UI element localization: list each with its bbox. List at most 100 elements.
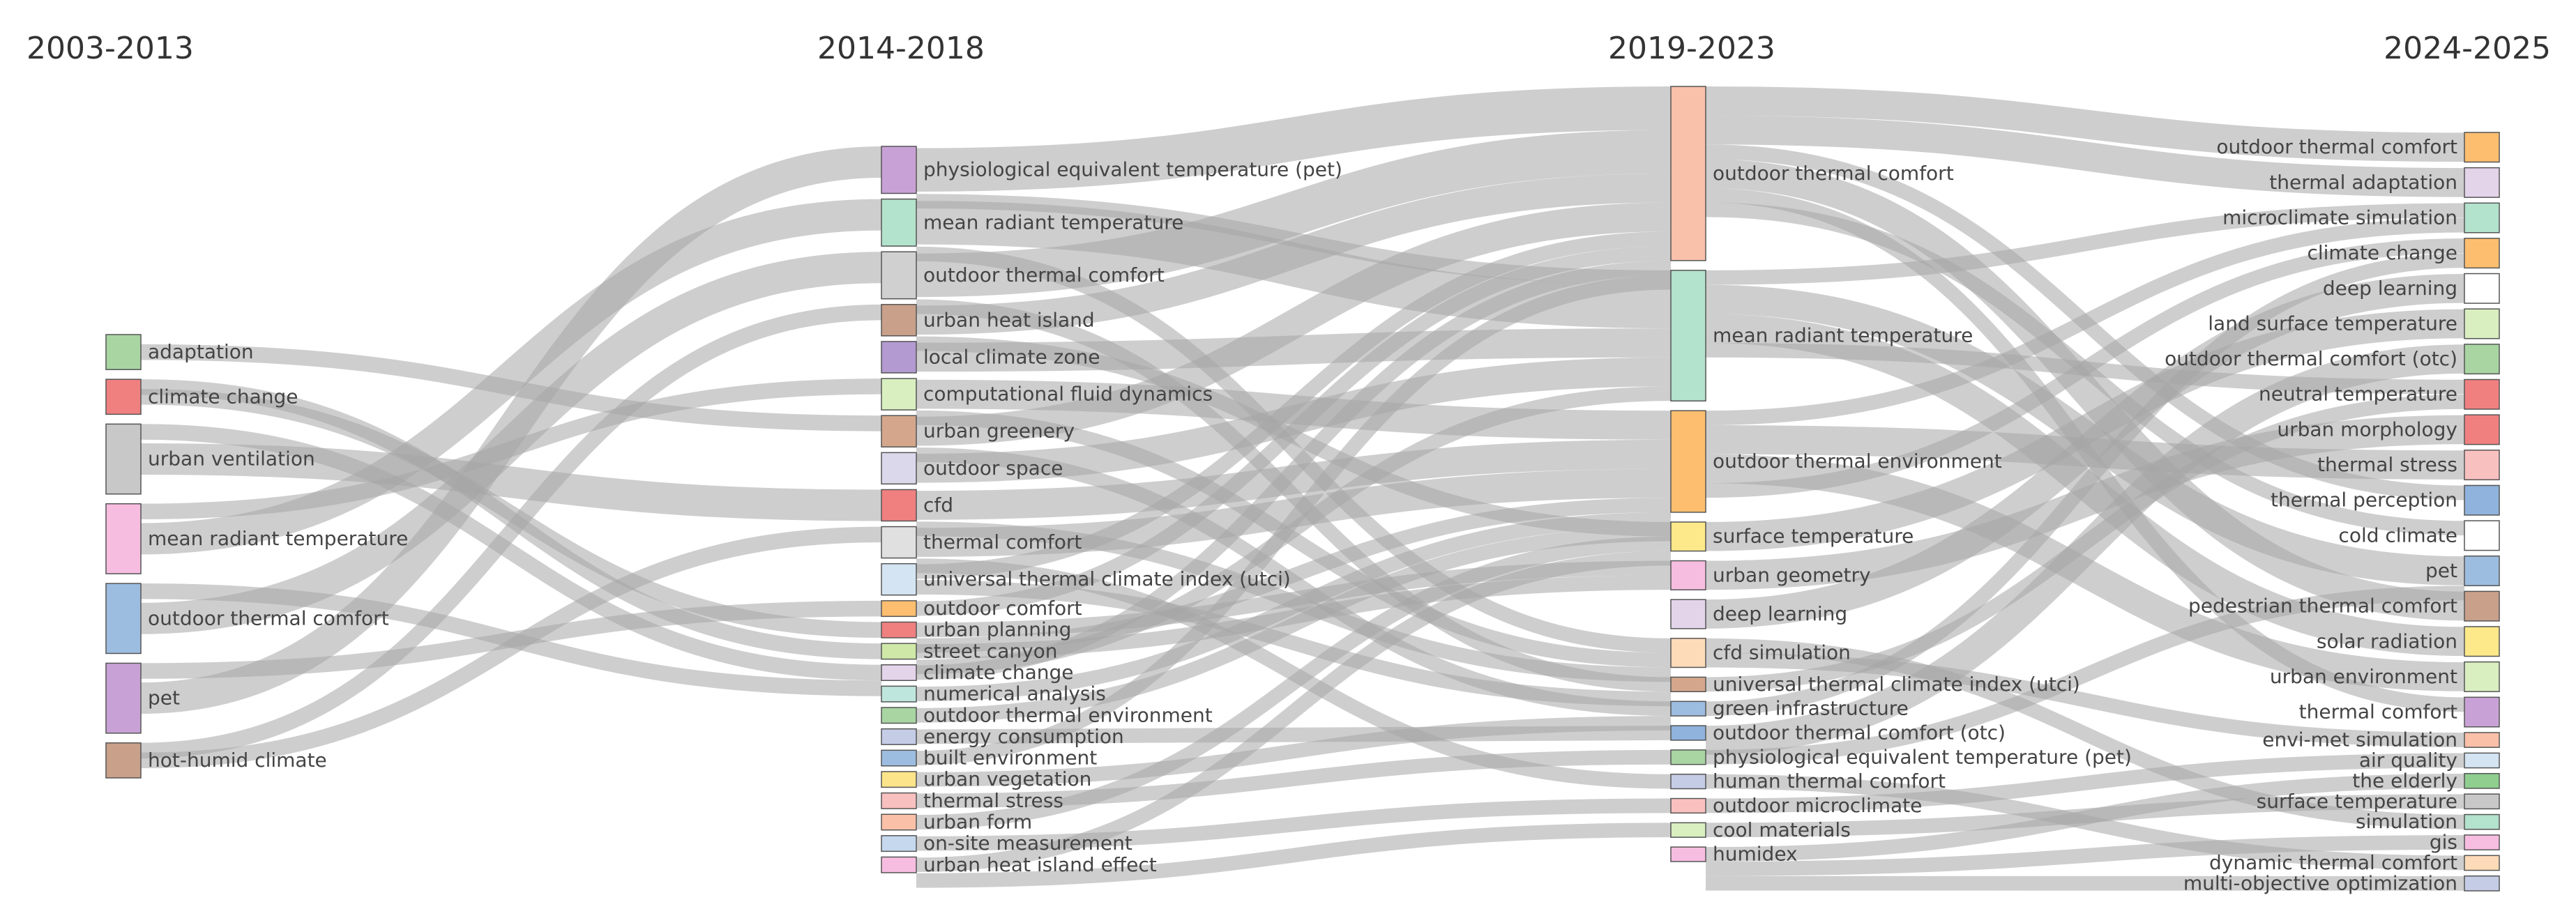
node-2-outdoor-microclimate: [1670, 797, 1706, 814]
node-0-pet: [105, 662, 142, 734]
node-label-1-outdoor-thermal-comfort: outdoor thermal comfort: [923, 263, 1165, 286]
node-3-the-elderly: [2464, 772, 2500, 789]
node-label-3-outdoor-thermal-comfort-otc: outdoor thermal comfort (otc): [2165, 347, 2457, 370]
node-label-1-urban-vegetation: urban vegetation: [923, 767, 1091, 790]
node-label-2-surface-temperature: surface temperature: [1713, 525, 1914, 548]
node-3-pet: [2464, 555, 2500, 586]
flow-outdoor-thermal-environment-to-microclimate-simulation: [1705, 217, 2465, 426]
node-1-outdoor-thermal-environment: [881, 707, 917, 724]
node-1-mean-radiant-temperature: [881, 198, 917, 247]
node-label-3-neutral-temperature: neutral temperature: [2259, 383, 2457, 406]
flow-numerical-analysis-to-outdoor-thermal-environment: [916, 512, 1672, 702]
flow-deep-learning-to-deep-learning: [1705, 273, 2465, 629]
node-1-local-climate-zone: [881, 341, 917, 374]
node-1-computational-fluid-dynamics: [881, 378, 917, 411]
flow-humidex-to-the-elderly: [1705, 773, 2465, 862]
flow-outdoor-space-to-mean-radiant-temperature: [916, 357, 1672, 483]
flow-urban-form-to-surface-temperature: [916, 536, 1672, 829]
node-layer: adaptation climate change urban ventilatio…: [105, 86, 2500, 894]
flow-pet-to-urban-heat-island: [140, 304, 882, 759]
node-1-climate-change: [881, 664, 917, 681]
node-3-outdoor-thermal-comfort: [2464, 132, 2500, 163]
node-label-2-cool-materials: cool materials: [1713, 818, 1851, 841]
flow-urban-heat-island-to-outdoor-thermal-comfort: [916, 173, 1672, 335]
node-1-thermal-stress: [881, 792, 917, 809]
node-label-3-thermal-stress: thermal stress: [2317, 453, 2457, 476]
flow-urban-greenery-to-outdoor-thermal-comfort: [916, 202, 1672, 446]
node-label-3-thermal-adaptation: thermal adaptation: [2269, 171, 2457, 194]
node-label-1-cfd: cfd: [923, 494, 953, 517]
node-label-1-outdoor-thermal-environment: outdoor thermal environment: [923, 703, 1213, 726]
node-3-microclimate-simulation: [2464, 202, 2500, 234]
node-label-0-outdoor-thermal-comfort: outdoor thermal comfort: [148, 606, 389, 629]
node-label-1-street-canyon: street canyon: [923, 639, 1058, 662]
node-1-physiological-equivalent-temperature-pet: [881, 146, 917, 194]
node-label-1-thermal-comfort: thermal comfort: [923, 530, 1082, 553]
flow-mean-radiant-temperature-to-microclimate-simulation: [1705, 203, 2465, 285]
node-1-universal-thermal-climate-index-utci: [881, 563, 917, 596]
node-label-1-urban-form: urban form: [923, 810, 1032, 833]
node-label-3-simulation: simulation: [2356, 810, 2457, 833]
flow-hot-humid-climate-to-thermal-comfort: [140, 526, 882, 769]
node-label-3-microclimate-simulation: microclimate simulation: [2222, 206, 2457, 229]
node-2-outdoor-thermal-environment: [1670, 410, 1706, 513]
node-label-0-adaptation: adaptation: [148, 340, 254, 363]
node-label-1-urban-planning: urban planning: [923, 618, 1071, 641]
node-label-2-outdoor-microclimate: outdoor microclimate: [1713, 794, 1922, 817]
node-1-urban-vegetation: [881, 771, 917, 788]
node-label-1-physiological-equivalent-temperature-pet: physiological equivalent temperature (pe…: [923, 158, 1342, 181]
period-title-2003-2013: 2003-2013: [26, 31, 194, 66]
node-2-green-infrastructure: [1670, 701, 1706, 717]
node-label-3-air-quality: air quality: [2359, 749, 2457, 772]
node-label-2-green-infrastructure: green infrastructure: [1713, 697, 1909, 720]
node-3-air-quality: [2464, 752, 2500, 769]
flow-urban-vegetation-to-green-infrastructure: [916, 716, 1672, 787]
node-2-cfd-simulation: [1670, 638, 1706, 668]
flow-outdoor-thermal-comfort-to-pedestrian-thermal-comfort: [1705, 159, 2465, 621]
node-label-2-human-thermal-comfort: human thermal comfort: [1713, 770, 1946, 793]
node-0-adaptation: [105, 334, 142, 370]
node-label-1-built-environment: built environment: [923, 747, 1097, 770]
node-1-urban-heat-island-effect: [881, 856, 917, 873]
node-3-urban-environment: [2464, 661, 2500, 692]
flow-climate-change-to-outdoor-thermal-comfort: [916, 260, 1672, 680]
node-label-2-outdoor-thermal-comfort-otc: outdoor thermal comfort (otc): [1713, 721, 2006, 744]
node-1-urban-greenery: [881, 415, 917, 447]
node-3-deep-learning: [2464, 273, 2500, 304]
node-label-1-urban-heat-island-effect: urban heat island effect: [923, 853, 1157, 876]
flow-layer: [140, 86, 2465, 891]
node-label-1-on-site-measurement: on-site measurement: [923, 832, 1132, 855]
node-label-2-outdoor-thermal-environment: outdoor thermal environment: [1713, 450, 2002, 473]
node-label-1-thermal-stress: thermal stress: [923, 789, 1063, 812]
node-1-outdoor-comfort: [881, 600, 917, 618]
node-2-human-thermal-comfort: [1670, 773, 1706, 790]
node-3-simulation: [2464, 813, 2500, 830]
node-2-cool-materials: [1670, 822, 1706, 838]
node-1-numerical-analysis: [881, 685, 917, 703]
node-0-climate-change: [105, 378, 142, 415]
node-label-0-urban-ventilation: urban ventilation: [148, 447, 315, 471]
node-0-mean-radiant-temperature: [105, 503, 142, 574]
node-label-3-dynamic-thermal-comfort: dynamic thermal comfort: [2209, 851, 2457, 874]
node-label-3-envi-met-simulation: envi-met simulation: [2262, 728, 2457, 751]
node-1-on-site-measurement: [881, 835, 917, 852]
node-label-2-deep-learning: deep learning: [1713, 602, 1847, 625]
flow-urban-heat-island-effect-to-cool-materials: [916, 823, 1672, 888]
node-1-outdoor-thermal-comfort: [881, 251, 917, 300]
node-label-1-computational-fluid-dynamics: computational fluid dynamics: [923, 383, 1213, 406]
node-2-deep-learning: [1670, 599, 1706, 629]
node-label-3-gis: gis: [2430, 831, 2457, 854]
node-label-3-thermal-comfort: thermal comfort: [2299, 701, 2457, 724]
node-0-hot-humid-climate: [105, 742, 142, 779]
node-3-neutral-temperature: [2464, 378, 2500, 410]
node-2-mean-radiant-temperature: [1670, 270, 1706, 401]
node-label-3-urban-environment: urban environment: [2270, 665, 2457, 688]
node-1-street-canyon: [881, 643, 917, 660]
node-label-3-deep-learning: deep learning: [2323, 277, 2457, 300]
node-1-thermal-comfort: [881, 526, 917, 559]
node-label-3-pet: pet: [2425, 559, 2457, 582]
node-label-0-pet: pet: [148, 687, 180, 710]
period-title-2024-2025: 2024-2025: [2384, 31, 2551, 66]
node-label-1-climate-change: climate change: [923, 661, 1074, 684]
